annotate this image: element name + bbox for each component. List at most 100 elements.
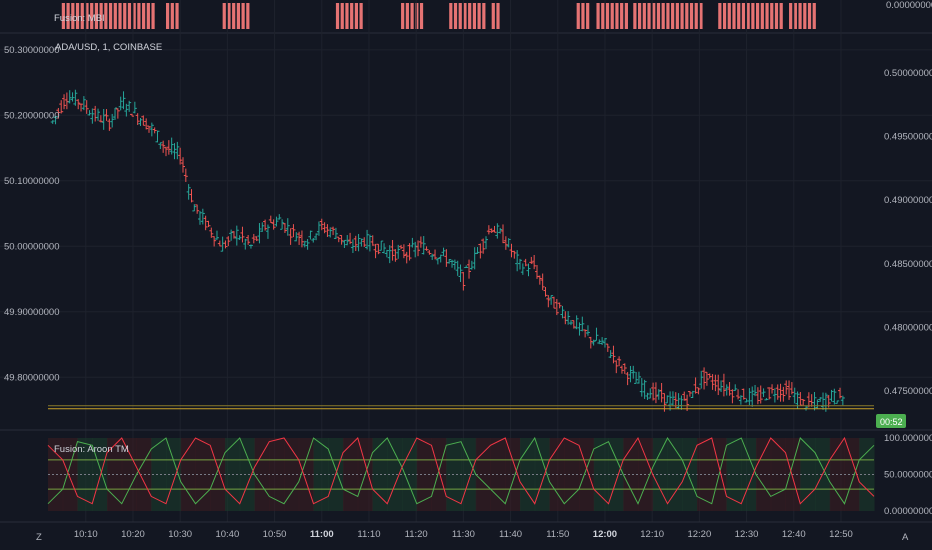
mbi-bar — [803, 3, 807, 29]
mbi-pane-title[interactable]: Fusion: MBI — [54, 13, 105, 24]
mbi-bar — [458, 3, 462, 29]
price-bars — [50, 89, 845, 412]
mbi-bar — [227, 3, 231, 29]
mbi-bar — [222, 3, 226, 29]
aroon-band — [623, 438, 639, 511]
aroon-axis-tick: 0.00000000 — [884, 506, 932, 517]
right-price-tick: 0.48000000 — [884, 322, 932, 333]
mbi-bar — [770, 3, 774, 29]
aroon-band — [520, 438, 536, 511]
mbi-bar — [689, 3, 694, 29]
left-price-axis[interactable]: 50.30000000 50.20000000 50.10000000 50.0000… — [4, 45, 59, 383]
left-price-tick: 50.20000000 — [4, 110, 59, 121]
aroon-down-line — [47, 436, 875, 505]
mbi-bar — [80, 3, 84, 29]
mbi-bar — [652, 3, 656, 29]
time-tick-label: 11:10 — [357, 529, 380, 540]
mbi-pane: Fusion: MBI 0.00000000 — [0, 0, 932, 34]
mbi-bar — [463, 3, 467, 29]
aroon-pane: Fusion: Aroon TM 100.00000000 50.00000000… — [47, 433, 932, 517]
mbi-bar — [99, 3, 103, 29]
bottom-left-glyph[interactable]: Z — [36, 532, 42, 543]
mbi-bar — [66, 3, 70, 29]
countdown-badge: 00:52 — [876, 414, 906, 428]
mbi-bar — [633, 3, 637, 29]
bottom-right-glyph[interactable]: A — [902, 532, 909, 543]
mbi-bar — [620, 3, 624, 29]
mbi-bar — [601, 3, 605, 29]
mbi-bar — [610, 3, 614, 29]
mbi-bar — [146, 3, 150, 29]
aroon-band — [343, 438, 359, 511]
aroon-band — [284, 438, 300, 511]
mbi-bars — [61, 3, 816, 29]
mbi-bar — [127, 3, 132, 29]
aroon-axis-tick: 50.00000000 — [884, 470, 932, 481]
mbi-bar — [496, 3, 500, 29]
mbi-bar — [774, 3, 779, 29]
mbi-bar — [756, 3, 760, 29]
countdown-text: 00:52 — [880, 417, 903, 427]
mbi-bar — [405, 3, 409, 29]
mbi-bar — [453, 3, 458, 29]
mbi-bar — [615, 3, 619, 29]
mbi-bar — [751, 3, 755, 29]
time-tick-label: 11:50 — [546, 529, 569, 540]
mbi-axis-label: 0.00000000 — [886, 0, 932, 11]
price-grid — [0, 0, 932, 522]
time-tick-label: 12:40 — [782, 529, 806, 540]
mbi-bar — [335, 3, 340, 29]
mbi-bar — [732, 3, 736, 29]
time-tick-label: 12:10 — [640, 529, 664, 540]
aroon-band — [151, 438, 167, 511]
mbi-bar — [108, 3, 113, 29]
mbi-bar — [671, 3, 675, 29]
mbi-bar — [90, 3, 94, 29]
time-axis[interactable]: 10:10 10:20 10:30 10:40 10:50 11:00 11:10 11:20… — [0, 521, 932, 540]
mbi-bar — [419, 3, 424, 29]
mbi-bar — [581, 3, 585, 29]
aroon-band — [239, 438, 255, 511]
mbi-bar — [741, 3, 746, 29]
mbi-bar — [354, 3, 358, 29]
right-price-axis[interactable]: 0.50000000 0.49500000 0.49000000 0.48500000… — [884, 68, 932, 397]
mbi-bar — [123, 3, 127, 29]
mbi-bar — [118, 3, 122, 29]
left-price-tick: 49.80000000 — [4, 372, 59, 383]
mbi-bar — [722, 3, 727, 29]
mbi-bar — [718, 3, 722, 29]
mbi-bar — [596, 3, 600, 29]
mbi-bar — [137, 3, 141, 29]
main-pane-title[interactable]: ADA/USD, 1, COINBASE — [55, 42, 162, 53]
aroon-band — [726, 438, 742, 511]
aroon-band — [62, 438, 78, 511]
mbi-bar — [642, 3, 646, 29]
mbi-bar — [85, 3, 89, 29]
aroon-axis-tick: 100.00000000 — [884, 433, 932, 444]
right-price-tick: 0.48500000 — [884, 259, 932, 270]
mbi-bar — [340, 3, 344, 29]
mbi-bar — [345, 3, 349, 29]
mbi-bar — [605, 3, 610, 29]
mbi-bar — [449, 3, 453, 29]
mbi-bar — [401, 3, 405, 29]
mbi-bar — [482, 3, 486, 29]
mbi-bar — [647, 3, 651, 29]
mbi-bar — [576, 3, 580, 29]
mbi-bar — [477, 3, 481, 29]
mbi-bar — [746, 3, 750, 29]
mbi-bar — [415, 3, 419, 29]
left-price-tick: 49.90000000 — [4, 307, 59, 318]
aroon-axis[interactable]: 100.00000000 50.00000000 0.00000000 — [884, 433, 932, 517]
mbi-bar — [104, 3, 108, 29]
mbi-bar — [661, 3, 665, 29]
mbi-bar — [113, 3, 117, 29]
mbi-bar — [624, 3, 628, 29]
right-price-tick: 0.49000000 — [884, 195, 932, 206]
mbi-bar — [675, 3, 679, 29]
aroon-band — [770, 438, 786, 511]
mbi-bar — [175, 3, 179, 29]
time-tick-label: 12:20 — [687, 529, 711, 540]
aroon-pane-title[interactable]: Fusion: Aroon TM — [54, 444, 129, 455]
